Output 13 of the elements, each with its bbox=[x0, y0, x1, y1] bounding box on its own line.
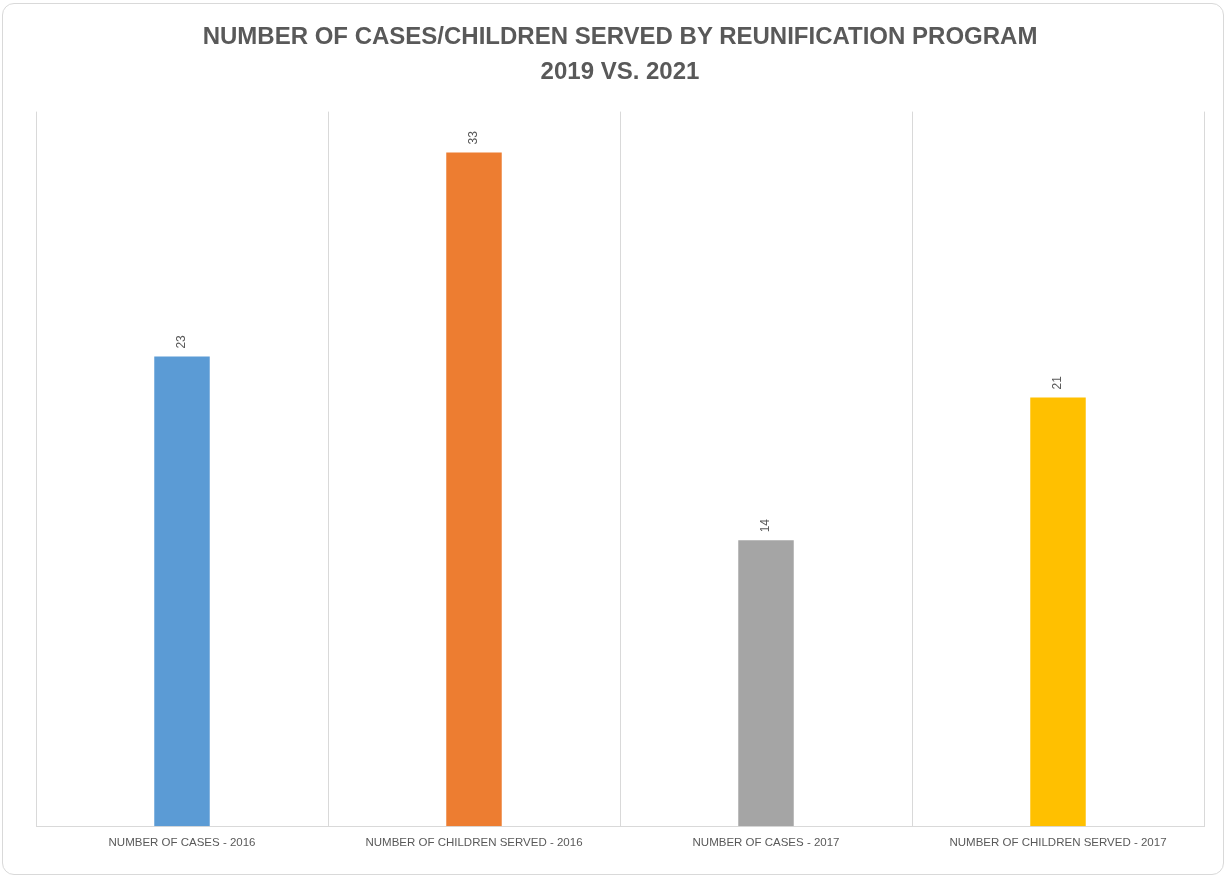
bar bbox=[154, 356, 210, 827]
x-tick-label: NUMBER OF CASES - 2016 bbox=[108, 836, 256, 849]
data-label: 33 bbox=[466, 130, 481, 145]
data-label: 23 bbox=[174, 334, 189, 349]
data-label: 14 bbox=[758, 518, 773, 533]
bar bbox=[446, 152, 502, 827]
bar bbox=[1030, 397, 1086, 827]
x-tick-label: NUMBER OF CASES - 2017 bbox=[692, 836, 840, 849]
bar bbox=[738, 540, 794, 827]
x-tick-label: NUMBER OF CHILDREN SERVED - 2017 bbox=[949, 836, 1167, 849]
data-label: 21 bbox=[1050, 375, 1065, 390]
chart-title: NUMBER OF CASES/CHILDREN SERVED BY REUNIFICATION PROGRAM 2019 VS. 2021 bbox=[202, 22, 1038, 84]
x-tick-label: NUMBER OF CHILDREN SERVED - 2016 bbox=[365, 836, 583, 849]
